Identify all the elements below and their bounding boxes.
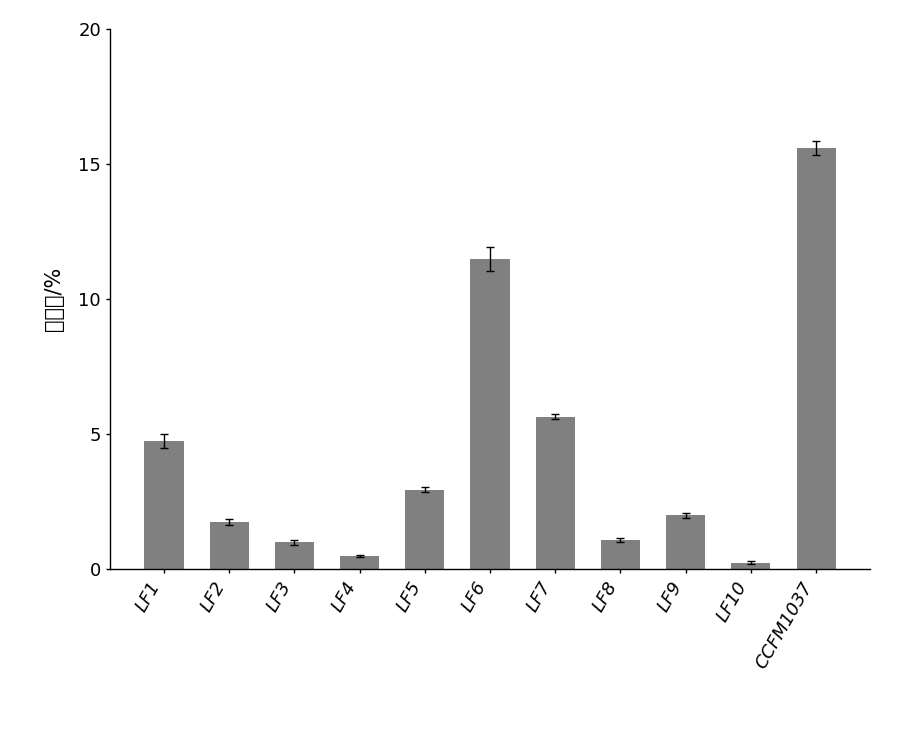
Bar	[471, 259, 509, 569]
Bar	[340, 556, 379, 569]
Bar	[275, 542, 314, 569]
Bar	[536, 417, 575, 569]
Bar	[145, 441, 183, 569]
Y-axis label: 存活率/%: 存活率/%	[44, 267, 64, 331]
Bar	[405, 490, 444, 569]
Bar	[601, 539, 640, 569]
Bar	[731, 563, 770, 569]
Bar	[210, 522, 249, 569]
Bar	[797, 148, 835, 569]
Bar	[666, 515, 705, 569]
